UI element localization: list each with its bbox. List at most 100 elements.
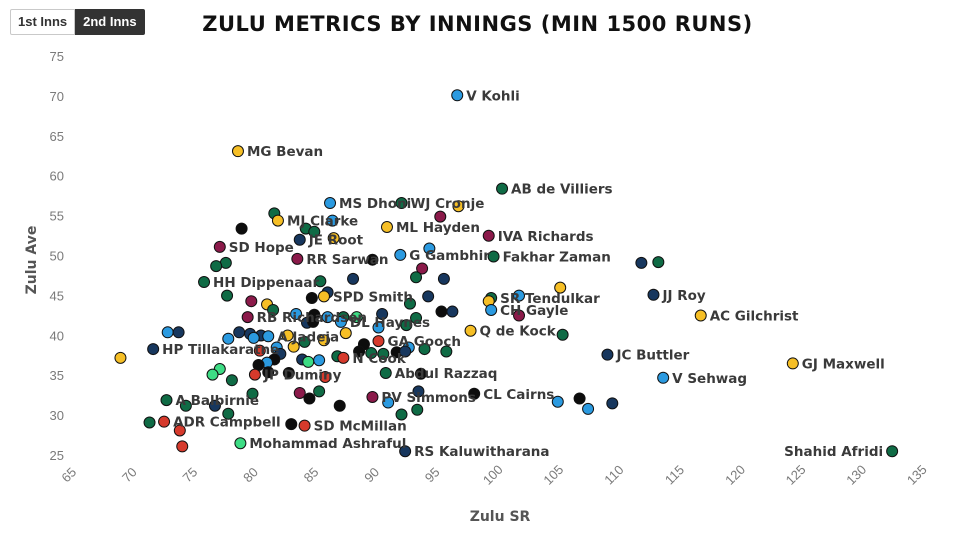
data-point-label: MS Dhoni [339, 196, 411, 212]
data-point [245, 295, 258, 308]
data-point [382, 396, 395, 409]
data-point-label: HP Tillakaratne [162, 342, 279, 358]
data-point [321, 311, 334, 324]
point-labels: V Kohli MG Bevan AB de Villiers MS Dhoni WJ … [162, 88, 885, 460]
data-point [551, 395, 564, 408]
data-point [231, 145, 244, 158]
data-point [410, 271, 423, 284]
data-point [246, 387, 259, 400]
data-point [380, 220, 393, 233]
data-point [247, 331, 260, 344]
data-point [334, 315, 347, 328]
data-point-label: PV Simmons [381, 390, 475, 406]
data-point [143, 416, 156, 429]
data-point-label: MJ Clarke [287, 214, 358, 230]
data-point [298, 335, 311, 348]
data-point-label: DL Haynes [350, 315, 430, 331]
data-point [786, 357, 799, 370]
data-point [554, 281, 567, 294]
data-point-label: Fakhar Zaman [503, 250, 611, 266]
data-point [377, 347, 390, 360]
data-point [395, 197, 408, 210]
data-point [314, 275, 327, 288]
data-point-label: G Gambhir [409, 248, 490, 264]
data-point [556, 328, 569, 341]
y-tick-label: 30 [50, 408, 64, 423]
data-point [285, 418, 298, 431]
data-point-label: A Balbirnie [175, 393, 259, 409]
x-tick-label: 100 [480, 462, 506, 488]
data-point [333, 399, 346, 412]
data-point-label: Q de Kock [480, 324, 557, 340]
data-point-label: Shahid Afridi [784, 444, 883, 460]
data-point [464, 324, 477, 337]
tab-2nd-innings[interactable]: 2nd Inns [75, 9, 145, 35]
data-point [161, 326, 174, 339]
data-point [414, 367, 427, 380]
data-point [293, 386, 306, 399]
tab-1st-innings[interactable]: 1st Inns [10, 9, 76, 35]
x-tick-label: 85 [301, 464, 322, 485]
data-point [305, 291, 318, 304]
data-point [282, 367, 295, 380]
data-point [400, 319, 413, 332]
data-point-label: SR Tendulkar [500, 291, 600, 307]
data-point [271, 214, 284, 227]
data-point-label: IVA Richards [498, 229, 594, 245]
data-point [694, 309, 707, 322]
data-point [394, 248, 407, 261]
data-point [657, 371, 670, 384]
x-tick-label: 135 [904, 462, 930, 488]
innings-tab-group: 1st Inns 2nd Inns [10, 9, 145, 35]
y-tick-label: 25 [50, 448, 64, 463]
x-tick-label: 105 [540, 462, 566, 488]
data-point [233, 326, 246, 339]
data-point [262, 330, 275, 343]
data-point [267, 303, 280, 316]
data-point-label: ADR Campbell [173, 415, 281, 431]
data-point-label: JP Duminy [263, 368, 342, 384]
data-point [399, 445, 412, 458]
data-point [395, 408, 408, 421]
x-axis-ticks: 65 70 75 80 85 90 95 100 105 110 115 120 125 130 135 [58, 462, 929, 488]
y-tick-label: 65 [50, 129, 64, 144]
data-point [253, 344, 266, 357]
data-point [290, 307, 303, 320]
data-point [176, 440, 189, 453]
data-point [313, 385, 326, 398]
data-point [235, 222, 248, 235]
data-point [372, 335, 385, 348]
data-point [172, 326, 185, 339]
y-tick-label: 70 [50, 89, 64, 104]
data-point [317, 334, 330, 347]
data-point [337, 351, 350, 364]
data-point [372, 321, 385, 334]
data-point [446, 305, 459, 318]
data-point [411, 403, 424, 416]
data-point [418, 343, 431, 356]
data-point-label: RB Richardson [257, 310, 367, 326]
data-points [114, 89, 899, 458]
data-point-label: RR Sarwan [306, 252, 388, 268]
data-point [308, 225, 321, 238]
y-tick-label: 60 [50, 169, 64, 184]
data-point [606, 397, 619, 410]
data-point-label: AB de Villiers [511, 182, 613, 198]
data-point-label: V Kohli [466, 88, 520, 104]
data-point [886, 445, 899, 458]
data-point [293, 233, 306, 246]
x-axis-label: Zulu SR [470, 509, 531, 525]
data-point [496, 182, 509, 195]
data-point [313, 354, 326, 367]
data-point-label: JJ Roy [661, 288, 705, 304]
y-axis-label: Zulu Ave [24, 226, 40, 295]
data-point [422, 290, 435, 303]
x-tick-label: 75 [180, 464, 201, 485]
data-point-label: ML Hayden [396, 220, 480, 236]
data-point-label: Abdul Razzaq [395, 366, 498, 382]
data-point [399, 345, 412, 358]
data-point [513, 289, 526, 302]
data-point [221, 289, 234, 302]
data-point [339, 327, 352, 340]
data-point [147, 343, 160, 356]
